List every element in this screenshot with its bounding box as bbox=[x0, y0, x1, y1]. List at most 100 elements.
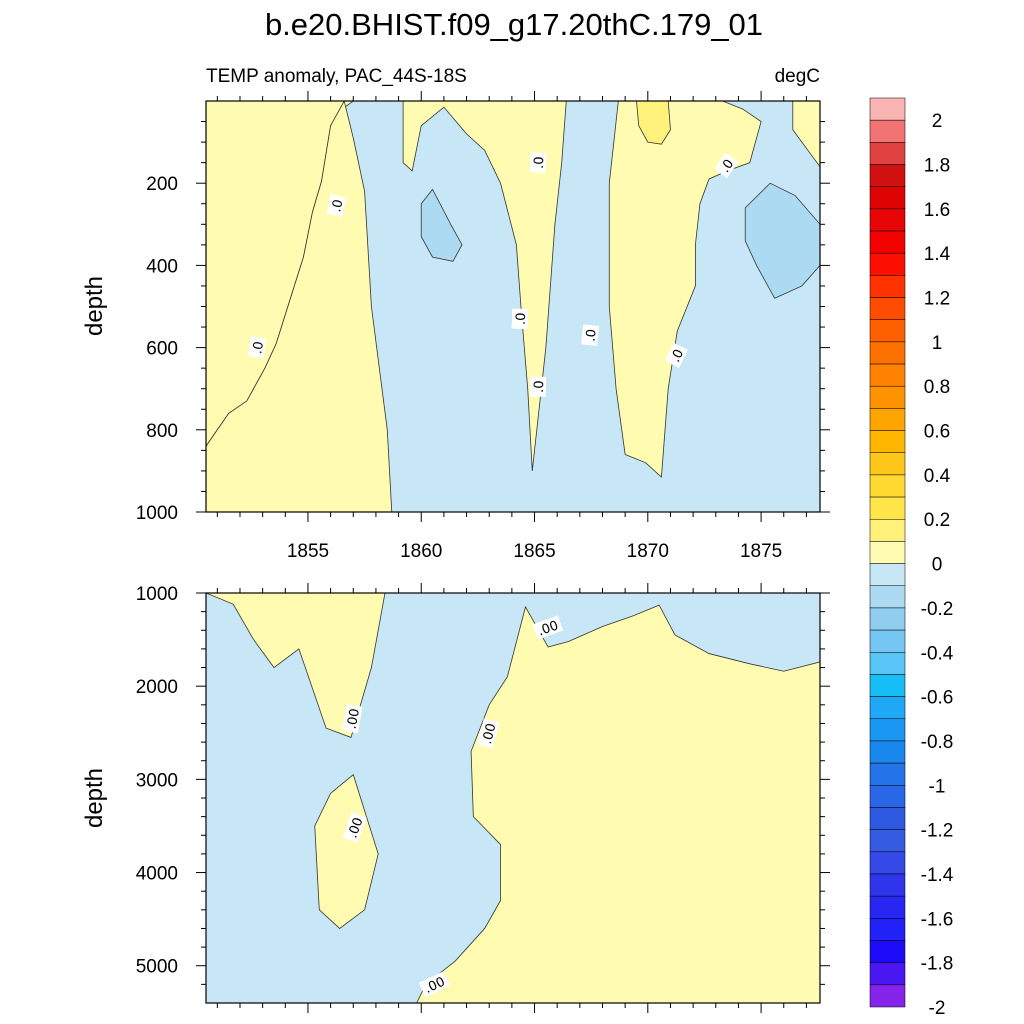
contour-label: .00 bbox=[477, 718, 500, 749]
colorbar-label: -0.6 bbox=[921, 688, 954, 709]
colorbar-swatch bbox=[869, 164, 906, 187]
negative-patch bbox=[420, 188, 463, 262]
colorbar-swatch bbox=[869, 629, 906, 653]
colorbar: 2 1.8 1.6 1.4 1.2 1 0.8 0.6 0.4 0.2 0 -0.2 -0.4 -0.6 -… bbox=[869, 97, 954, 1019]
colorbar-label: 1.2 bbox=[924, 289, 950, 310]
colorbar-swatch bbox=[869, 518, 906, 542]
contour-label: .00 bbox=[532, 615, 564, 640]
positive-region bbox=[402, 101, 567, 471]
contour-label: .0 bbox=[529, 152, 547, 173]
colorbar-swatch bbox=[869, 785, 906, 808]
positive-region bbox=[792, 101, 820, 168]
y-tick-label: 2000 bbox=[136, 677, 178, 698]
colorbar-swatch bbox=[869, 363, 906, 387]
colorbar-swatch bbox=[869, 918, 906, 941]
colorbar-swatch bbox=[869, 652, 906, 675]
colorbar-swatch bbox=[869, 762, 906, 786]
negative-patch bbox=[744, 182, 820, 299]
colorbar-label: 0.4 bbox=[924, 466, 951, 487]
positive-region bbox=[206, 101, 393, 512]
colorbar-label: -0.4 bbox=[921, 643, 954, 664]
contour-label: .0 bbox=[581, 324, 600, 346]
colorbar-label: -1.4 bbox=[921, 865, 954, 886]
colorbar-swatch bbox=[869, 408, 906, 431]
colorbar-swatch bbox=[869, 718, 906, 742]
colorbar-swatch bbox=[869, 696, 906, 720]
colorbar-swatch bbox=[869, 97, 906, 121]
svg-text:.0: .0 bbox=[514, 312, 529, 325]
contour-label: .0 bbox=[529, 376, 547, 397]
colorbar-label: -1.8 bbox=[921, 954, 954, 975]
svg-text:.00: .00 bbox=[480, 722, 500, 746]
colorbar-label: -0.8 bbox=[921, 732, 954, 753]
y-tick-label: 1000 bbox=[136, 503, 178, 524]
colorbar-swatch bbox=[869, 496, 906, 520]
contour-label: .0 bbox=[511, 308, 529, 330]
colorbar-label: 0.8 bbox=[924, 377, 950, 398]
colorbar-swatch bbox=[869, 829, 906, 853]
colorbar-swatch bbox=[869, 275, 906, 298]
x-tick-label: 1860 bbox=[400, 541, 442, 562]
colorbar-swatch bbox=[869, 341, 906, 365]
y-tick-label: 200 bbox=[146, 174, 178, 195]
chart-title: b.e20.BHIST.f09_g17.20thC.179_01 bbox=[265, 7, 763, 42]
colorbar-swatch bbox=[869, 142, 906, 165]
colorbar-label: 0 bbox=[932, 555, 943, 576]
colorbar-label: 0.2 bbox=[924, 510, 950, 531]
colorbar-swatch bbox=[869, 563, 906, 587]
colorbar-swatch bbox=[869, 297, 906, 320]
top-panel: .0 .0 .0 .0 .0 .0 .0 .0 1855 1860 1865 1870 1875 200 4… bbox=[136, 91, 830, 562]
colorbar-swatch bbox=[869, 807, 906, 830]
colorbar-label: 0.6 bbox=[924, 422, 950, 443]
svg-text:.00: .00 bbox=[345, 707, 363, 730]
svg-text:.00: .00 bbox=[345, 816, 366, 841]
contour-label: .00 bbox=[342, 812, 367, 843]
colorbar-swatch bbox=[869, 873, 906, 897]
svg-text:.0: .0 bbox=[532, 380, 547, 393]
colorbar-swatch bbox=[869, 319, 906, 343]
colorbar-label: 1.4 bbox=[924, 244, 951, 265]
contour-field: .00.00.00.00.00 bbox=[206, 593, 820, 1003]
colorbar-swatch bbox=[869, 895, 906, 919]
colorbar-label: -1.6 bbox=[921, 909, 954, 930]
colorbar-label: -0.2 bbox=[921, 599, 954, 620]
colorbar-swatch bbox=[869, 674, 906, 697]
colorbar-label: -1 bbox=[929, 776, 946, 797]
colorbar-swatch bbox=[869, 186, 906, 210]
contour-field: .0 .0 .0 .0 .0 .0 .0 .0 bbox=[206, 101, 820, 512]
bottom-y-axis-label: depth bbox=[81, 768, 108, 828]
colorbar-swatch bbox=[869, 962, 906, 986]
top-y-axis-label: depth bbox=[81, 276, 108, 336]
subtitle-left: TEMP anomaly, PAC_44S-18S bbox=[206, 66, 467, 87]
colorbar-swatch bbox=[869, 984, 906, 1008]
contour-label: .0 bbox=[247, 336, 267, 359]
colorbar-swatch bbox=[869, 452, 906, 476]
svg-text:.0: .0 bbox=[532, 156, 547, 169]
colorbar-swatch bbox=[869, 430, 906, 453]
colorbar-swatch bbox=[869, 208, 906, 232]
positive-region bbox=[636, 101, 671, 145]
svg-text:.0: .0 bbox=[584, 328, 600, 342]
x-tick-label: 1870 bbox=[627, 541, 669, 562]
colorbar-swatch bbox=[869, 851, 906, 875]
contour-label: .00 bbox=[342, 703, 363, 734]
x-tick-label: 1855 bbox=[287, 541, 329, 562]
colorbar-swatch bbox=[869, 541, 906, 564]
svg-text:.0: .0 bbox=[329, 198, 346, 213]
svg-text:.0: .0 bbox=[668, 347, 687, 365]
contour-label: .0 bbox=[664, 342, 688, 368]
y-tick-label: 400 bbox=[146, 256, 178, 277]
colorbar-swatch bbox=[869, 940, 906, 963]
colorbar-swatch bbox=[869, 252, 906, 276]
contour-label: .0 bbox=[326, 194, 347, 218]
x-tick-label: 1865 bbox=[513, 541, 555, 562]
colorbar-swatch bbox=[869, 385, 906, 409]
positive-region bbox=[314, 774, 379, 929]
colorbar-swatch bbox=[869, 607, 906, 631]
svg-text:.00: .00 bbox=[536, 618, 561, 639]
colorbar-label: 1 bbox=[932, 333, 943, 354]
contour-label: .0 bbox=[713, 152, 739, 179]
subtitle-right: degC bbox=[775, 66, 820, 87]
